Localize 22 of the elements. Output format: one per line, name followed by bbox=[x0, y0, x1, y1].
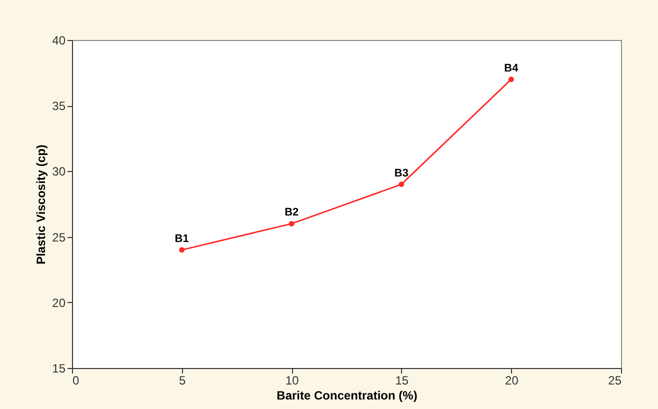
y-tick-label: 40 bbox=[52, 34, 66, 48]
y-tick-label: 35 bbox=[52, 99, 66, 114]
x-tick-label: 10 bbox=[285, 374, 300, 388]
annotation: B4 bbox=[504, 62, 520, 74]
y-tick-label: 30 bbox=[52, 164, 66, 179]
y-tick-label: 25 bbox=[52, 230, 66, 244]
x-tick-label: 5 bbox=[178, 374, 186, 388]
point bbox=[179, 247, 185, 253]
x-axis-title: Barite Concentration (%) bbox=[276, 388, 418, 402]
x-tick-label: 0 bbox=[72, 374, 80, 388]
y-tick-label: 20 bbox=[52, 296, 66, 310]
y-axis-title: Plastic Viscosity (cp) bbox=[34, 144, 48, 264]
annotation: B3 bbox=[394, 167, 408, 180]
point bbox=[508, 76, 514, 82]
annotation: B2 bbox=[284, 206, 299, 219]
point bbox=[288, 220, 294, 226]
x-tick-label: 20 bbox=[505, 374, 519, 388]
point bbox=[398, 182, 404, 188]
x-tick-label: 15 bbox=[395, 374, 409, 388]
annotation: B1 bbox=[174, 232, 189, 245]
y-tick-label: 15 bbox=[52, 362, 66, 376]
x-tick-label: 25 bbox=[608, 374, 622, 388]
